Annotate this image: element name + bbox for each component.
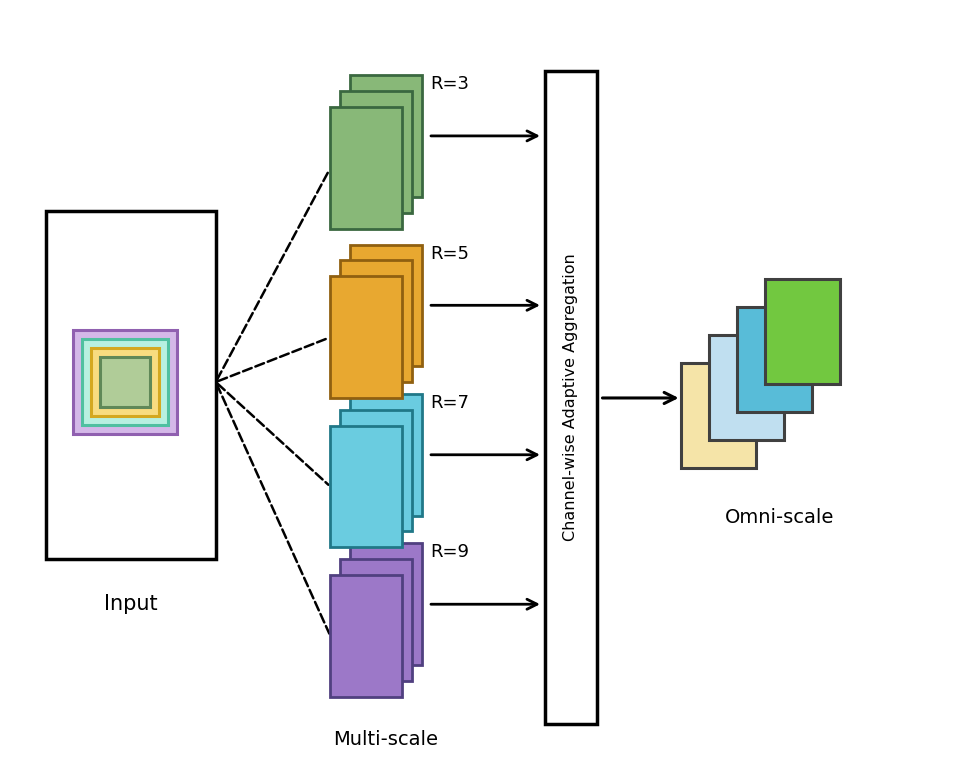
- Text: R=3: R=3: [430, 75, 469, 93]
- Bar: [351, 394, 422, 516]
- Bar: [766, 279, 840, 384]
- Bar: [330, 576, 402, 697]
- Bar: [73, 330, 177, 434]
- Bar: [351, 75, 422, 197]
- Text: Multi-scale: Multi-scale: [332, 730, 438, 749]
- Bar: [340, 410, 412, 531]
- Bar: [340, 91, 412, 213]
- Bar: [351, 244, 422, 366]
- Bar: [81, 339, 169, 425]
- Text: Channel-wise Adaptive Aggregation: Channel-wise Adaptive Aggregation: [563, 254, 578, 541]
- Bar: [100, 356, 150, 407]
- Bar: [351, 544, 422, 665]
- Text: Input: Input: [105, 594, 158, 615]
- Bar: [47, 211, 216, 559]
- Bar: [330, 107, 402, 229]
- Bar: [709, 335, 784, 440]
- Bar: [340, 559, 412, 681]
- Text: R=9: R=9: [430, 544, 469, 562]
- Bar: [681, 363, 756, 468]
- Bar: [737, 307, 812, 412]
- Text: R=5: R=5: [430, 244, 469, 263]
- Bar: [91, 348, 160, 417]
- Text: Omni-scale: Omni-scale: [725, 508, 834, 526]
- Bar: [330, 426, 402, 548]
- Text: R=7: R=7: [430, 394, 469, 412]
- Bar: [340, 261, 412, 382]
- Bar: [330, 276, 402, 398]
- Bar: [545, 71, 597, 724]
